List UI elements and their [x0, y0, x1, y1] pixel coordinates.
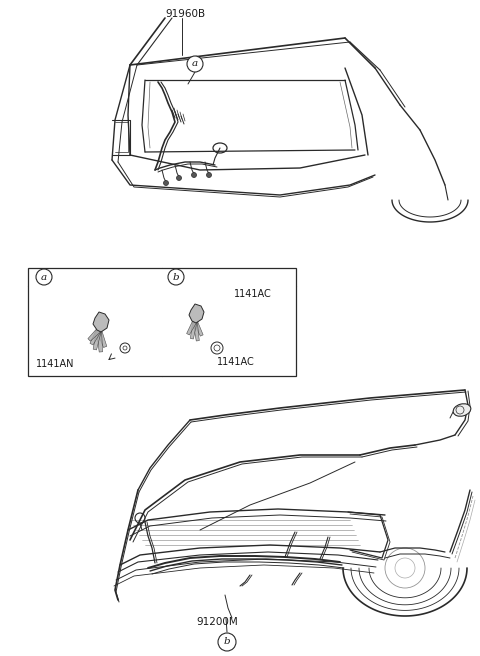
Text: a: a: [41, 272, 47, 281]
Circle shape: [187, 56, 203, 72]
Text: 1141AN: 1141AN: [36, 359, 74, 369]
Text: 1141AC: 1141AC: [217, 357, 255, 367]
Polygon shape: [96, 330, 103, 352]
Circle shape: [120, 343, 130, 353]
Polygon shape: [93, 329, 101, 350]
Circle shape: [36, 269, 52, 285]
Circle shape: [177, 176, 181, 180]
Text: 1141AC: 1141AC: [234, 289, 272, 299]
Text: 91200M: 91200M: [196, 617, 238, 627]
Circle shape: [164, 180, 168, 186]
Bar: [28, 268, 296, 376]
Text: 91960B: 91960B: [165, 9, 205, 19]
Polygon shape: [96, 329, 107, 348]
Ellipse shape: [453, 403, 471, 417]
Polygon shape: [191, 321, 197, 339]
Text: a: a: [192, 60, 198, 68]
Circle shape: [168, 269, 184, 285]
Polygon shape: [189, 304, 204, 323]
Text: b: b: [224, 638, 230, 647]
Circle shape: [206, 173, 212, 178]
Polygon shape: [93, 312, 109, 332]
Circle shape: [218, 633, 236, 651]
Text: b: b: [173, 272, 180, 281]
Polygon shape: [193, 321, 199, 341]
Polygon shape: [187, 320, 197, 335]
Circle shape: [211, 342, 223, 354]
Circle shape: [192, 173, 196, 178]
Polygon shape: [88, 328, 101, 341]
Polygon shape: [193, 320, 203, 336]
Polygon shape: [90, 329, 101, 345]
